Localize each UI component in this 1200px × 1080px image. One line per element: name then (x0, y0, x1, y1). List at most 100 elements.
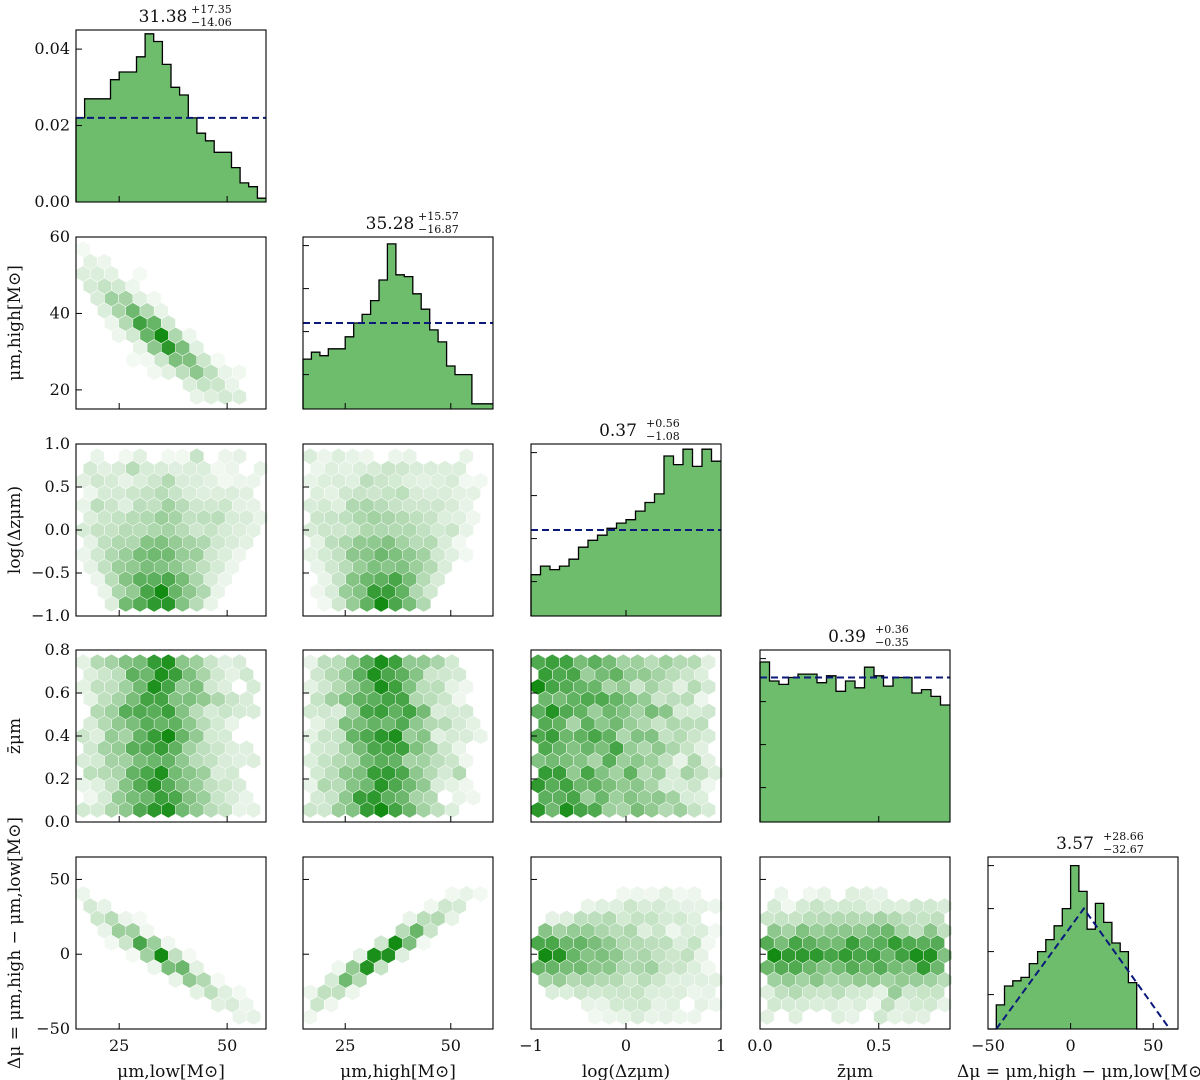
hexbin-cell (83, 789, 97, 806)
hexbin-cell (459, 522, 474, 538)
hexbin-cell (140, 765, 154, 781)
hexbin-cell (666, 789, 680, 806)
hexbin-cell (923, 996, 938, 1013)
hexbin-cell (310, 485, 324, 502)
hexbin-cell (97, 765, 112, 781)
hexbin-cell (154, 509, 169, 526)
hexbin-cell (83, 715, 97, 732)
hexbin-cell (374, 728, 388, 744)
hexbin-cell (317, 703, 332, 720)
hexbin-cell (659, 886, 673, 902)
hexbin-cell (168, 352, 183, 368)
hexbin-cell (168, 691, 183, 708)
hexbin-cell (83, 509, 97, 526)
hexbin-cell (602, 935, 616, 951)
hexbin-cell (104, 752, 119, 769)
title-plus-error: +0.36 (875, 623, 909, 636)
hexbin-cell (616, 654, 631, 671)
hexbin-cell (623, 898, 638, 915)
hexbin-panel-dmu-vs-log_dz (531, 886, 723, 1025)
hexbin-cell (431, 473, 445, 489)
hexbin-cell (937, 972, 952, 988)
hexbin-cell (189, 339, 204, 356)
hexbin-cell (126, 460, 140, 477)
hexbin-cell (374, 654, 388, 671)
hexbin-cell (197, 534, 211, 551)
hexbin-cell (126, 534, 140, 551)
hexbin-cell (616, 959, 631, 976)
hexbin-cell (83, 534, 97, 551)
hexbin-cell (644, 935, 659, 951)
hexbin-cell (459, 473, 474, 489)
hexbin-cell (588, 703, 602, 720)
hexbin-cell (97, 485, 112, 502)
hexbin-cell (140, 740, 154, 757)
hexbin-cell (367, 485, 381, 502)
hexbin-cell (303, 703, 317, 720)
hexbin-cell (310, 534, 324, 551)
hexbin-cell (694, 765, 709, 781)
hexbin-cell (581, 765, 595, 781)
hexbin-cell (445, 522, 459, 538)
hexbin-cell (666, 715, 680, 732)
hexbin-cell (431, 777, 445, 794)
hexbin-cell (767, 947, 781, 964)
hexbin-cell (701, 984, 716, 1001)
hexbin-cell (232, 1009, 247, 1025)
hexbin-cell (824, 898, 838, 915)
hexbin-cell (445, 910, 459, 927)
hexbin-cell (140, 559, 154, 575)
hexbin-cell (652, 715, 666, 732)
hexbin-cell (189, 571, 204, 588)
hexbin-cell (118, 802, 133, 818)
hexbin-cell (154, 666, 169, 683)
hexbin-cell (416, 571, 431, 588)
hexbin-cell (133, 728, 147, 744)
hexbin-cell (859, 984, 874, 1001)
x-tick-label: 25 (109, 1036, 129, 1055)
title-plus-error: +28.66 (1103, 830, 1144, 843)
hexbin-cell (824, 922, 838, 939)
hexbin-panel-zbar-vs-log_dz (531, 654, 723, 818)
hexbin-cell (310, 789, 324, 806)
hexbin-cell (445, 497, 459, 514)
hexbin-cell (211, 534, 225, 551)
hexbin-cell (452, 715, 467, 732)
hexbin-cell (204, 596, 218, 612)
hexbin-cell (126, 666, 140, 683)
hexbin-cell (774, 959, 789, 976)
hexbin-cell (218, 364, 232, 381)
hexbin-cell (666, 740, 680, 757)
hexbin-cell (161, 448, 176, 465)
hexbin-cell (161, 728, 176, 744)
hexbin-cell (104, 935, 119, 951)
hexbin-cell (76, 497, 90, 514)
hexbin-cell (225, 559, 240, 575)
hexbin-cell (111, 559, 126, 575)
hexbin-panel-zbar-vs-mu_high (303, 654, 488, 818)
hexbin-cell (239, 789, 254, 806)
title-plus-error: +17.35 (191, 3, 232, 16)
hexbin-cell (395, 534, 410, 551)
y-tick-label: 0 (60, 944, 70, 963)
hexbin-panel-dmu-vs-mu_low (76, 886, 261, 1025)
hexbin-cell (673, 728, 687, 744)
hexbin-cell (239, 996, 254, 1013)
hexbin-cell (118, 473, 133, 489)
hexbin-cell (795, 996, 810, 1013)
hexbin-cell (666, 922, 680, 939)
hexbin-cell (239, 740, 254, 757)
hexbin-cell (438, 666, 452, 683)
hexbin-cell (239, 666, 254, 683)
hexbin-cell (161, 522, 176, 538)
hexbin-cell (303, 728, 317, 744)
hexbin-cell (83, 765, 97, 781)
hexbin-cell (388, 546, 403, 563)
hexbin-cell (189, 364, 204, 381)
hexbin-cell (616, 679, 631, 695)
hexbin-cell (637, 972, 652, 988)
hexbin-cell (310, 715, 324, 732)
hexbin-cell (310, 691, 324, 708)
hexbin-cell (459, 728, 474, 744)
hexbin-cell (895, 898, 909, 915)
